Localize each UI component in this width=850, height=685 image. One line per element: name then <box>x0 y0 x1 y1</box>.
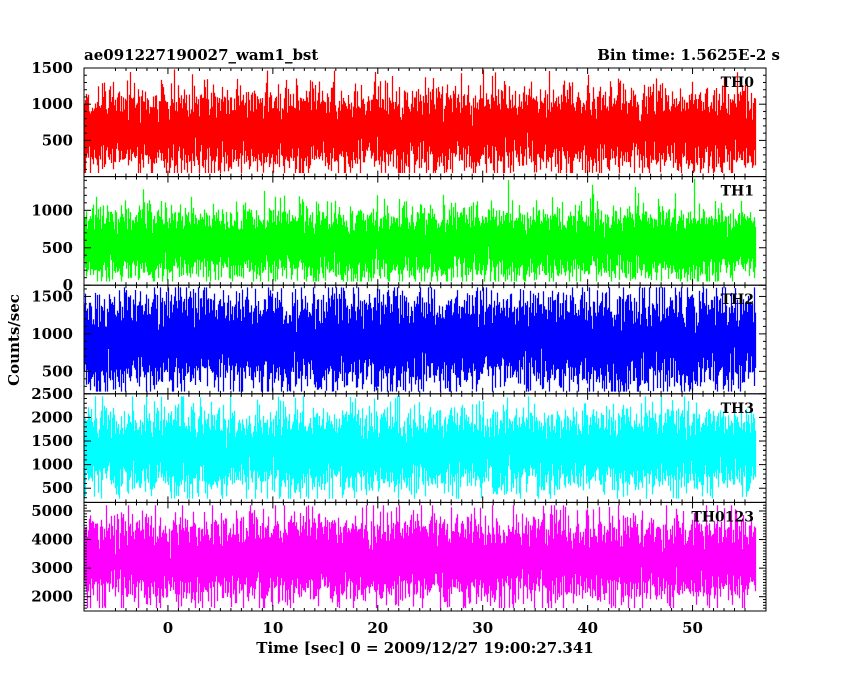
y-tick-label: 4000 <box>31 531 73 549</box>
x-tick-label: 40 <box>577 619 598 637</box>
y-axis-title: Counts/sec <box>5 294 23 386</box>
panel-th0: 500 1000 1500 TH0 <box>31 59 767 178</box>
panel-label-th0123: TH0123 <box>691 509 754 525</box>
y-tick-label: 1500 <box>31 287 73 305</box>
series-th1 <box>83 178 757 282</box>
y-tick-label: 1000 <box>31 325 73 343</box>
panel-th1: 0 500 1000 TH1 <box>31 176 767 294</box>
y-tick-label: 2000 <box>31 588 73 606</box>
y-tick-label: 2000 <box>31 408 73 426</box>
panel-label-th2: TH2 <box>721 292 754 308</box>
panel-th2: 500 1000 1500 TH2 <box>31 284 767 395</box>
x-axis: 0 10 20 30 40 50 <box>163 619 703 637</box>
series-th2 <box>83 287 757 392</box>
y-tick-label: 500 <box>42 239 73 257</box>
x-tick-label: 10 <box>262 619 283 637</box>
y-tick-label: 5000 <box>31 502 73 520</box>
x-tick-label: 0 <box>163 619 173 637</box>
x-axis-title: Time [sec] 0 = 2009/12/27 19:00:27.341 <box>256 639 593 657</box>
series-th0 <box>83 69 757 173</box>
y-tick-label: 0 <box>63 276 73 294</box>
y-tick-label: 1500 <box>31 59 73 77</box>
panel-th0123: 2000 3000 4000 5000 TH0123 <box>31 501 767 612</box>
y-tick-label: 3000 <box>31 559 73 577</box>
y-tick-label: 1000 <box>31 201 73 219</box>
header-right: Bin time: 1.5625E-2 s <box>597 46 780 64</box>
y-tick-label: 500 <box>42 131 73 149</box>
series-th3 <box>83 396 757 499</box>
panel-label-th0: TH0 <box>721 75 755 91</box>
x-tick-label: 50 <box>682 619 703 637</box>
panel-label-th3: TH3 <box>721 401 754 417</box>
header-left: ae091227190027_wam1_bst <box>84 46 318 64</box>
x-tick-label: 30 <box>472 619 493 637</box>
y-tick-label: 2500 <box>31 385 73 403</box>
y-tick-label: 500 <box>42 479 73 497</box>
panel-th3: 500 1000 1500 2000 2500 TH3 <box>31 385 767 503</box>
y-tick-label: 1500 <box>31 432 73 450</box>
panel-label-th1: TH1 <box>721 184 754 200</box>
series-th0123 <box>83 505 757 609</box>
x-tick-label: 20 <box>367 619 388 637</box>
y-tick-label: 500 <box>42 362 73 380</box>
y-tick-label: 1000 <box>31 456 73 474</box>
y-tick-label: 1000 <box>31 95 73 113</box>
